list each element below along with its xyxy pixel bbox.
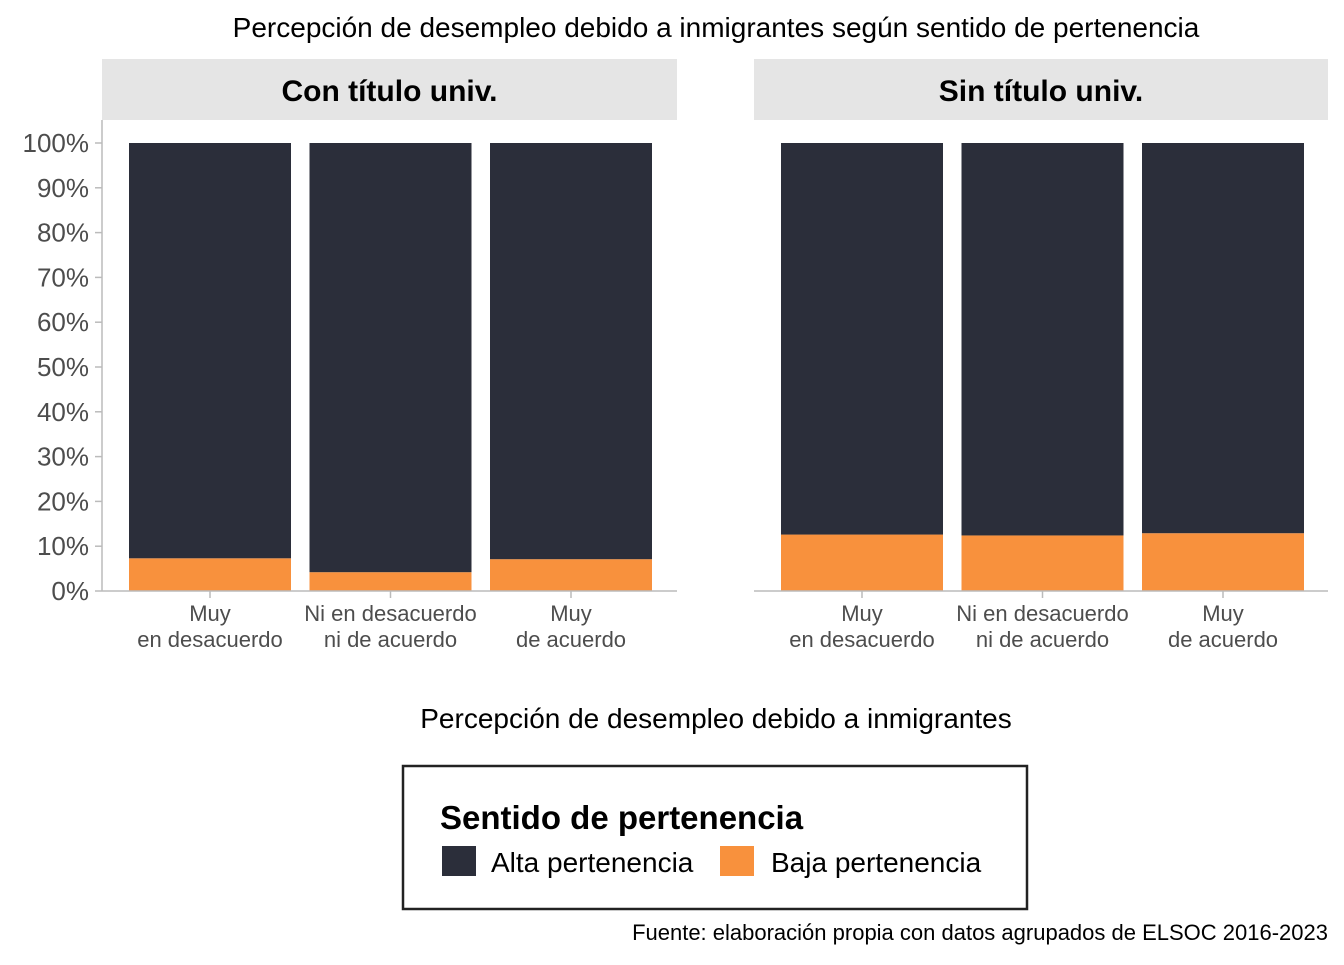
- bar-alta-1: [781, 143, 943, 535]
- y-tick-label: 30%: [37, 442, 89, 472]
- y-tick-label: 40%: [37, 397, 89, 427]
- x-tick-label: Muy en desacuerdo: [789, 601, 935, 652]
- y-tick-label: 10%: [37, 531, 89, 561]
- legend-label-baja: Baja pertenencia: [771, 847, 982, 878]
- bar-alta-1: [129, 143, 291, 559]
- facet-strip: [102, 59, 677, 120]
- legend-title: Sentido de pertenencia: [440, 799, 804, 836]
- y-tick-label: 50%: [37, 352, 89, 382]
- y-axis: 0% 10% 20% 30% 40% 50% 60% 70% 80% 90% 100%: [23, 120, 103, 606]
- bar-alta-2: [309, 143, 472, 573]
- facet-strip: [754, 59, 1328, 120]
- caption: Fuente: elaboración propia con datos agr…: [632, 920, 1328, 945]
- y-tick-label: 70%: [37, 262, 89, 292]
- legend-box: [401, 764, 1029, 911]
- x-axis-label: Percepción de desempleo debido a inmigra…: [420, 703, 1012, 734]
- panels: Con título univ. Muy en desacuerdo Ni en de…: [102, 59, 1328, 652]
- y-tick-label: 60%: [37, 307, 89, 337]
- bar-baja-3: [1142, 533, 1304, 591]
- bar-alta-3: [1142, 143, 1304, 534]
- facet-label: Con título univ.: [281, 75, 497, 108]
- x-tick-label: Muy de acuerdo: [516, 601, 626, 652]
- panel-2: Sin título univ. Muy en desacuerdo Ni en de…: [754, 59, 1328, 652]
- bar-baja-2: [961, 535, 1124, 591]
- bar-baja-1: [129, 558, 291, 591]
- y-tick-label: 0%: [51, 576, 89, 606]
- x-tick-label: Muy en desacuerdo: [137, 601, 283, 652]
- facet-label: Sin título univ.: [939, 75, 1143, 108]
- y-tick-label: 100%: [23, 128, 90, 158]
- bar-alta-3: [490, 143, 652, 560]
- chart-title: Percepción de desempleo debido a inmigra…: [233, 12, 1200, 43]
- legend-label-alta: Alta pertenencia: [491, 847, 694, 878]
- panel-1: Con título univ. Muy en desacuerdo Ni en de…: [102, 59, 677, 652]
- bar-baja-2: [309, 572, 472, 591]
- y-tick-label: 20%: [37, 486, 89, 516]
- y-tick-label: 90%: [37, 173, 89, 203]
- y-tick-label: 80%: [37, 218, 89, 248]
- x-tick-label: Muy de acuerdo: [1168, 601, 1278, 652]
- legend-swatch-alta: [442, 846, 476, 876]
- bar-alta-2: [961, 143, 1124, 536]
- legend-swatch-baja: [720, 846, 754, 876]
- legend: Sentido de pertenencia Alta pertenencia …: [401, 764, 1029, 911]
- x-tick-label: Ni en desacuerdo ni de acuerdo: [956, 601, 1128, 652]
- x-tick-label: Ni en desacuerdo ni de acuerdo: [304, 601, 476, 652]
- bar-baja-1: [781, 534, 943, 591]
- bar-baja-3: [490, 559, 652, 591]
